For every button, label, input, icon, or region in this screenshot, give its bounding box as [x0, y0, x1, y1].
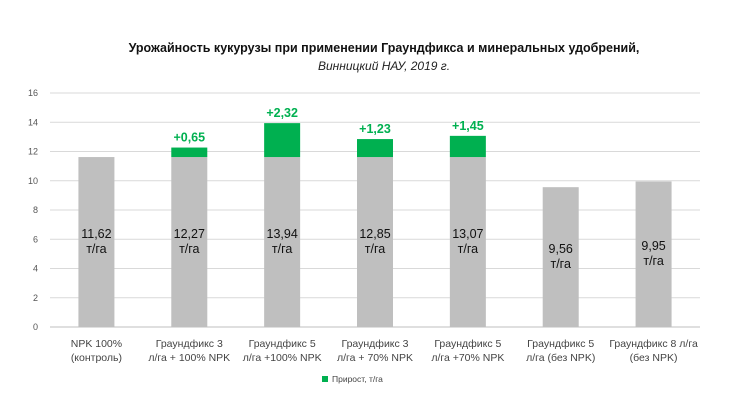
value-label: т/га — [365, 242, 385, 256]
y-tick-label: 8 — [33, 205, 38, 215]
x-tick-label: л/га + 70% NPK — [337, 352, 413, 364]
bars — [78, 123, 672, 327]
chart-subtitle: Винницкий НАУ, 2019 г. — [318, 59, 450, 73]
y-tick-label: 10 — [28, 176, 38, 186]
bar-base — [635, 181, 672, 327]
bar-base — [171, 157, 208, 327]
bar-increase — [171, 147, 208, 158]
increase-label: +0,65 — [173, 131, 205, 145]
y-tick-label: 16 — [28, 88, 38, 98]
value-label: 12,27 — [174, 227, 205, 241]
x-tick-label: л/га (без NPK) — [526, 352, 595, 364]
bar-increase — [264, 123, 301, 158]
y-tick-label: 2 — [33, 293, 38, 303]
bar-base — [542, 187, 579, 327]
y-axis: 0 2 4 6 8 10 12 14 16 — [28, 88, 38, 332]
x-tick-label: Граундфикс 5 — [249, 338, 316, 350]
data-labels: 11,62т/га12,27т/га+0,6513,94т/га+2,3212,… — [81, 106, 666, 271]
x-tick-label: Граундфикс 5 — [527, 338, 594, 350]
x-tick-label: л/га +100% NPK — [243, 352, 322, 364]
x-tick-label: л/га +70% NPK — [431, 352, 504, 364]
value-label: т/га — [179, 242, 199, 256]
value-label: 9,95 — [641, 239, 665, 253]
value-label: 13,94 — [267, 227, 298, 241]
y-tick-label: 4 — [33, 264, 38, 274]
x-axis: NPK 100% (контроль) Граундфикс 3 л/га + 100… — [71, 338, 698, 364]
x-tick-label: л/га + 100% NPK — [148, 352, 230, 364]
y-tick-label: 6 — [33, 234, 38, 244]
y-tick-label: 0 — [33, 322, 38, 332]
increase-label: +2,32 — [266, 106, 298, 120]
x-tick-label: (без NPK) — [630, 352, 678, 364]
bar-base — [78, 157, 115, 327]
chart-title: Урожайность кукурузы при применении Грау… — [129, 41, 640, 55]
value-label: т/га — [643, 254, 663, 268]
x-tick-label: Граундфикс 3 — [156, 338, 223, 350]
bar-increase — [449, 135, 486, 158]
increase-label: +1,23 — [359, 122, 391, 136]
y-tick-label: 12 — [28, 147, 38, 157]
value-label: 11,62 — [81, 227, 111, 241]
value-label: 9,56 — [549, 242, 573, 256]
increase-label: +1,45 — [452, 119, 484, 133]
bar-increase — [357, 139, 393, 158]
x-tick-label: NPK 100% — [71, 338, 122, 350]
x-tick-label: Граундфикс 5 — [434, 338, 501, 350]
bar-base — [264, 157, 301, 327]
bar-base — [449, 157, 486, 327]
legend-label: Прирост, т/га — [332, 374, 383, 384]
legend: Прирост, т/га — [322, 374, 383, 384]
value-label: т/га — [86, 242, 106, 256]
legend-swatch — [322, 376, 328, 382]
x-tick-label: Граундфикс 8 л/га — [609, 338, 698, 350]
x-tick-label: (контроль) — [71, 352, 122, 364]
value-label: 12,85 — [359, 227, 390, 241]
value-label: 13,07 — [452, 227, 483, 241]
value-label: т/га — [272, 242, 292, 256]
value-label: т/га — [458, 242, 478, 256]
value-label: т/га — [550, 257, 570, 271]
y-tick-label: 14 — [28, 117, 38, 127]
bar-base — [357, 157, 393, 327]
x-tick-label: Граундфикс 3 — [341, 338, 408, 350]
